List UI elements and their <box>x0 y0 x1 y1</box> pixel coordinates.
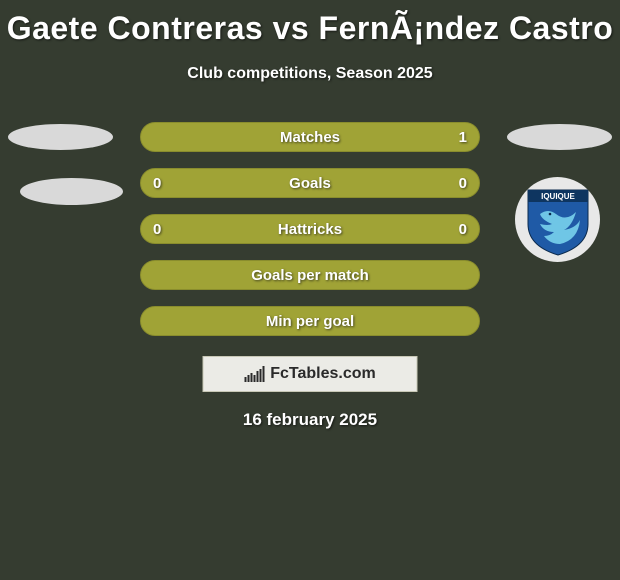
stat-right-value: 1 <box>459 129 467 146</box>
brand-box[interactable]: FcTables.com <box>203 356 418 392</box>
stat-label: Hattricks <box>278 221 342 238</box>
team-left-badge-placeholder <box>20 178 123 205</box>
player-right-photo-placeholder <box>507 124 612 150</box>
subtitle: Club competitions, Season 2025 <box>0 65 620 83</box>
stat-right-value: 0 <box>459 221 467 238</box>
bar-chart-icon <box>244 366 264 382</box>
brand-text: FcTables.com <box>270 365 376 383</box>
iquique-shield-icon: IQUIQUE <box>526 184 590 256</box>
stat-label: Goals <box>289 175 331 192</box>
date-text: 16 february 2025 <box>0 410 620 430</box>
stat-left-value: 0 <box>153 175 161 192</box>
team-right-badge: IQUIQUE <box>515 177 600 262</box>
stat-left-value: 0 <box>153 221 161 238</box>
stat-right-value: 0 <box>459 175 467 192</box>
stat-row-matches: Matches 1 <box>140 122 480 152</box>
stat-label: Goals per match <box>251 267 369 284</box>
player-left-photo-placeholder <box>8 124 113 150</box>
stat-row-hattricks: 0 Hattricks 0 <box>140 214 480 244</box>
stat-label: Min per goal <box>266 313 354 330</box>
stat-label: Matches <box>280 129 340 146</box>
svg-text:IQUIQUE: IQUIQUE <box>541 192 575 201</box>
stat-row-min-per-goal: Min per goal <box>140 306 480 336</box>
page-title: Gaete Contreras vs FernÃ¡ndez Castro <box>0 0 620 47</box>
stat-row-goals-per-match: Goals per match <box>140 260 480 290</box>
stat-row-goals: 0 Goals 0 <box>140 168 480 198</box>
stats-container: Matches 1 0 Goals 0 0 Hattricks 0 Goals … <box>140 122 480 352</box>
